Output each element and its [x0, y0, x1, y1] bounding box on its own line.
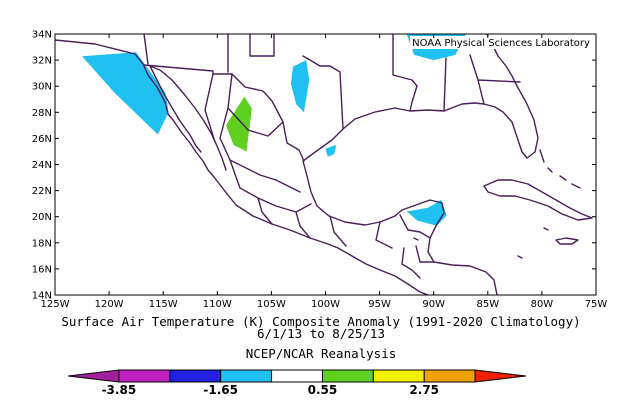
- anomaly-region-sierra-madre-warm: [226, 96, 252, 152]
- colorbar-segment: [372, 369, 425, 383]
- colorbar-segment: [474, 369, 527, 383]
- lon-label-105W: 105W: [257, 299, 286, 310]
- central-america-coast: [337, 247, 429, 295]
- geography-layer: [55, 34, 593, 295]
- lat-label-14N: 14N: [32, 291, 52, 302]
- lon-label-95W: 95W: [368, 299, 391, 310]
- lon-label-100W: 100W: [311, 299, 340, 310]
- lon-label-110W: 110W: [203, 299, 232, 310]
- title-line-1: Surface Air Temperature (K) Composite An…: [61, 314, 581, 329]
- colorbar-segment: [271, 369, 323, 383]
- us-mexico-border: [143, 64, 305, 162]
- cuba-outline: [483, 179, 593, 221]
- lat-label-20N: 20N: [32, 212, 52, 223]
- axes-layer: 14N 16N 18N 20N 22N 24N 26N 28N 30N 32N 34N 125W 120…: [32, 30, 608, 311]
- anomaly-region-texas-west-cool: [290, 60, 310, 113]
- lat-label-26N: 26N: [32, 134, 52, 145]
- lat-label-18N: 18N: [32, 238, 52, 249]
- lon-label-125W: 125W: [41, 299, 70, 310]
- colorbar-segment: [220, 369, 273, 383]
- colorbar-label: -1.65: [203, 383, 238, 397]
- lat-label-30N: 30N: [32, 82, 52, 93]
- lon-label-80W: 80W: [531, 299, 554, 310]
- anomaly-region-yucatan-cool: [406, 199, 447, 226]
- colorbar-label: -3.85: [101, 383, 137, 397]
- colorbar-segment: [67, 369, 120, 383]
- lon-label-85W: 85W: [476, 299, 499, 310]
- lat-label-22N: 22N: [32, 186, 52, 197]
- colorbar-segment: [118, 369, 171, 383]
- credit-label: NOAA Physical Sciences Laboratory: [412, 38, 590, 49]
- mexico-internal-borders: [204, 73, 435, 279]
- jamaica-outline: [555, 237, 579, 245]
- lat-label-28N: 28N: [32, 108, 52, 119]
- lat-label-16N: 16N: [32, 264, 52, 275]
- gulf-california-coast: [149, 65, 227, 171]
- colorbar-segment: [423, 369, 476, 383]
- lat-label-34N: 34N: [32, 30, 52, 41]
- lon-label-120W: 120W: [95, 299, 124, 310]
- lat-label-24N: 24N: [32, 160, 52, 171]
- lon-label-90W: 90W: [422, 299, 445, 310]
- colorbar-segment: [321, 369, 374, 383]
- lon-label-75W: 75W: [585, 299, 608, 310]
- title-line-3: NCEP/NCAR Reanalysis: [245, 346, 397, 361]
- baja-east-coast: [149, 65, 202, 153]
- credit-box: [410, 36, 592, 49]
- gulf-mexico-coastline: [302, 160, 445, 263]
- bahamas-outline: [539, 149, 581, 189]
- anomaly-region-texas-south-cool: [325, 144, 337, 157]
- pacific-coastline: [55, 39, 339, 249]
- state-borders: [143, 34, 521, 130]
- title-line-2: 6/1/13 to 8/25/13: [257, 326, 385, 341]
- colorbar: [67, 369, 527, 383]
- central-america-caribbean: [433, 261, 498, 295]
- lat-label-32N: 32N: [32, 56, 52, 67]
- colorbar-segment: [169, 369, 222, 383]
- lon-label-115W: 115W: [149, 299, 178, 310]
- caribbean-islands: [413, 227, 549, 259]
- colorbar-label: 2.75: [409, 383, 440, 397]
- northern-gulf-coast: [302, 34, 539, 162]
- colorbar-label: 0.55: [307, 383, 338, 397]
